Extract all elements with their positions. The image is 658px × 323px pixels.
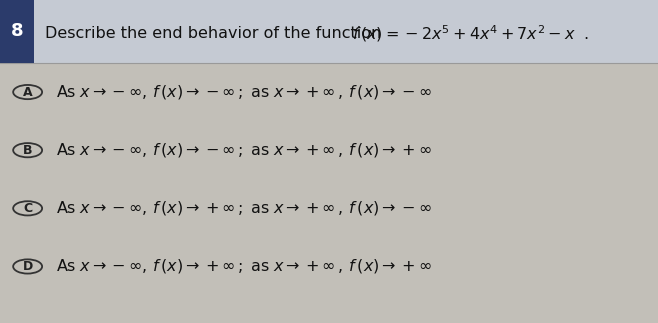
Text: A: A (23, 86, 32, 99)
Text: $\mathrm{As}\; x \to -\infty,\, f\,(x) \to +\infty\,;\; \mathrm{as}\; x \to +\in: $\mathrm{As}\; x \to -\infty,\, f\,(x) \… (56, 199, 432, 217)
Text: 8: 8 (11, 23, 24, 40)
Text: $\mathrm{As}\; x \to -\infty,\, f\,(x) \to -\infty\,;\; \mathrm{as}\; x \to +\in: $\mathrm{As}\; x \to -\infty,\, f\,(x) \… (56, 83, 432, 101)
Text: $\mathrm{As}\; x \to -\infty,\, f\,(x) \to -\infty\,;\; \mathrm{as}\; x \to +\in: $\mathrm{As}\; x \to -\infty,\, f\,(x) \… (56, 141, 432, 159)
Bar (0, 0, 658, 63)
Text: Describe the end behavior of the function: Describe the end behavior of the functio… (45, 26, 386, 41)
FancyBboxPatch shape (0, 0, 34, 63)
Text: $\mathrm{As}\; x \to -\infty,\, f\,(x) \to +\infty\,;\; \mathrm{as}\; x \to +\in: $\mathrm{As}\; x \to -\infty,\, f\,(x) \… (56, 257, 432, 276)
Text: C: C (23, 202, 32, 215)
Text: $f\,(x) = -2x^5 + 4x^4 + 7x^2 - x$  .: $f\,(x) = -2x^5 + 4x^4 + 7x^2 - x$ . (352, 24, 590, 44)
Text: B: B (23, 144, 32, 157)
Text: D: D (22, 260, 33, 273)
